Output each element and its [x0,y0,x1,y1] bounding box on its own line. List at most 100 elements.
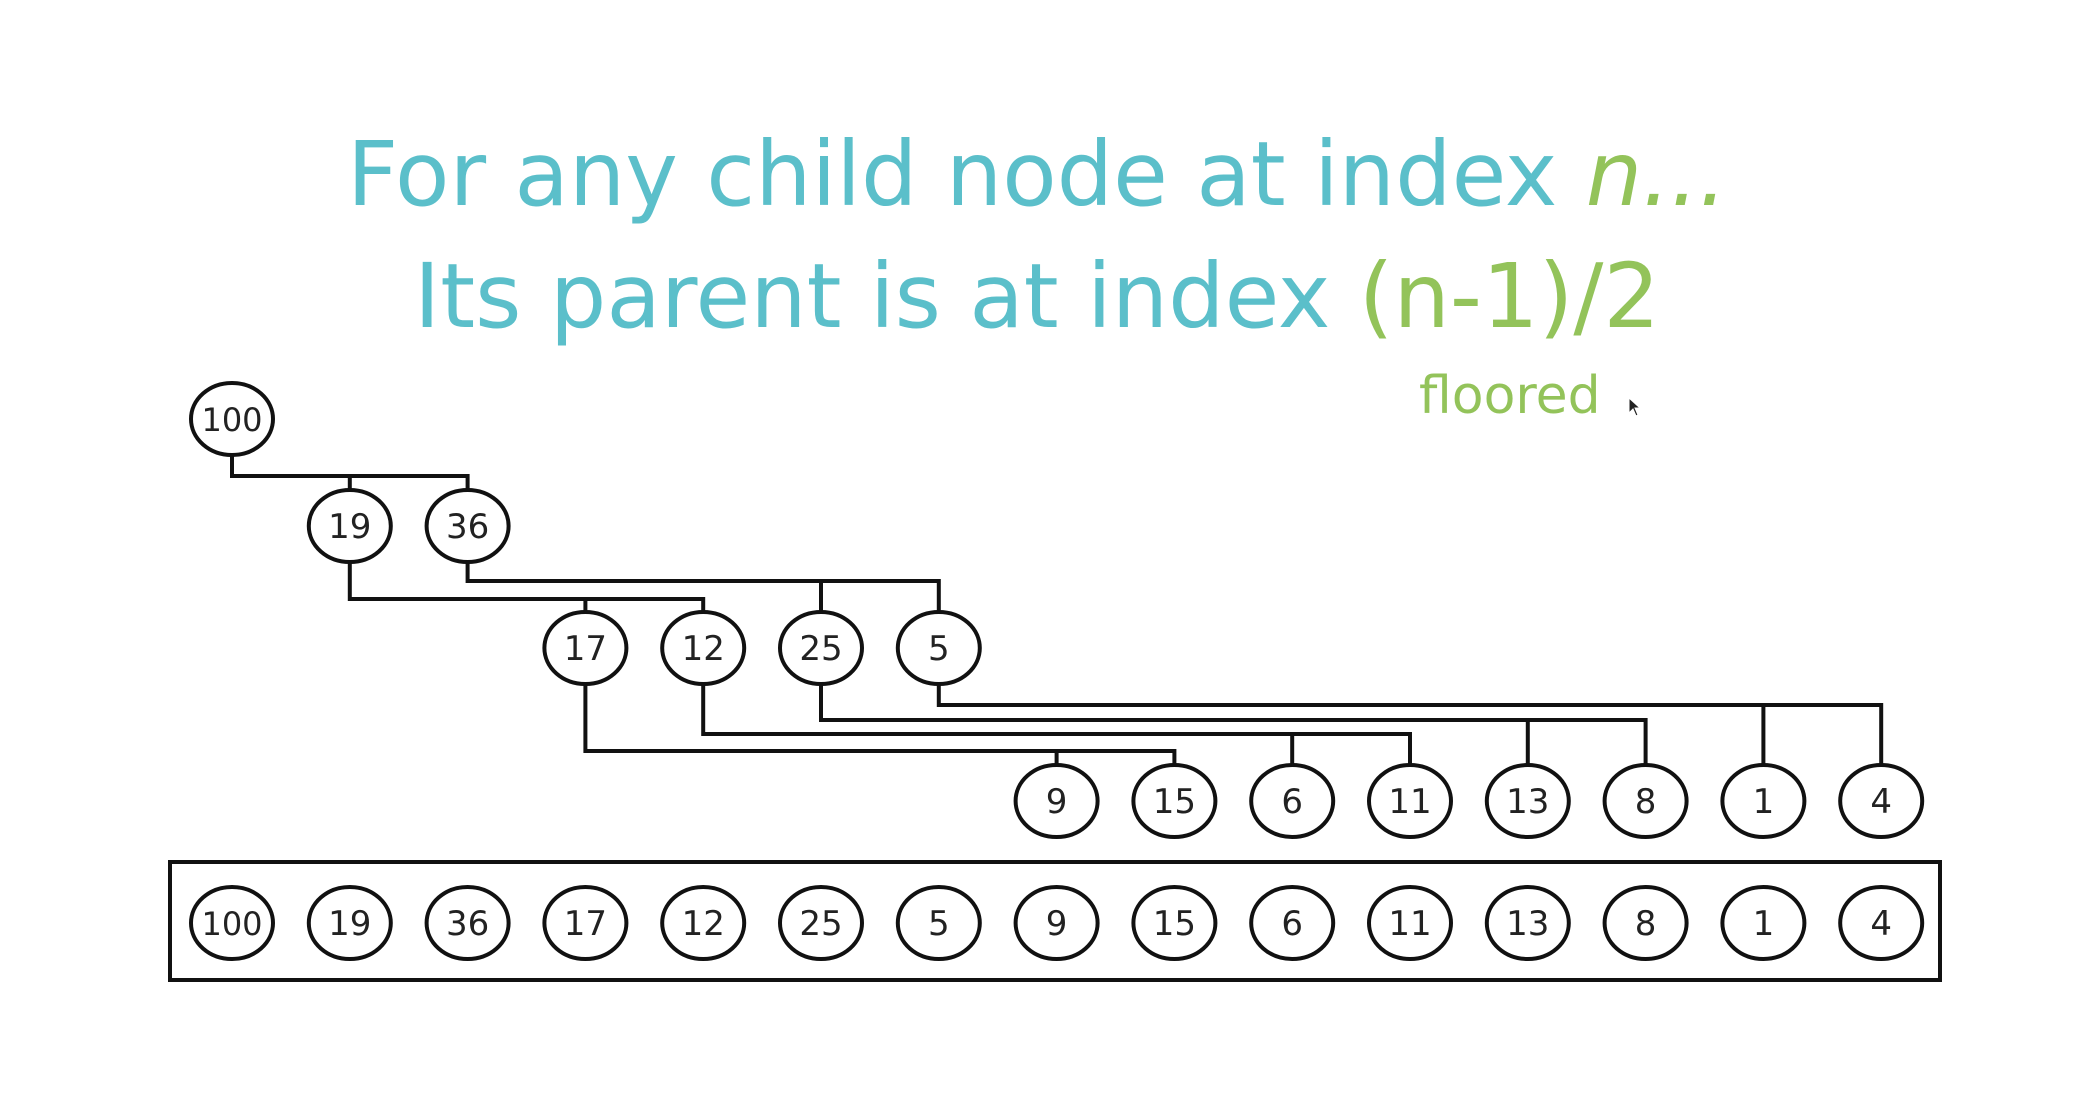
array-cell-circle [1249,885,1336,961]
heap-node-label: 12 [682,629,725,669]
array-cell: 100 [189,885,275,961]
heap-node: 19 [306,488,393,564]
heap-node-circle [1013,763,1100,839]
array-cell-label: 6 [1281,904,1303,944]
heap-edge [583,684,1177,765]
array-cell: 11 [1367,885,1453,961]
heading-line-2-text: Its parent is at index [414,244,1359,348]
heap-node-circle [660,610,747,686]
array-cell-label: 5 [928,904,950,944]
heap-node-label: 19 [328,507,371,547]
heading-line-1: For any child node at index n... [0,130,2074,219]
array-cell-label: 11 [1388,904,1431,944]
array-cell-circle [424,885,511,961]
heap-node: 17 [542,610,629,686]
array-cell: 13 [1484,885,1571,961]
mouse-pointer-icon [1628,397,1642,417]
array-cell: 6 [1249,885,1336,961]
heap-node-label: 11 [1388,782,1431,822]
heap-node: 1 [1720,763,1807,839]
heap-nodes: 100 19 36 17 12 25 5 9 15 6 11 13 8 1 4 [189,381,1925,839]
heap-node-circle [1249,763,1336,839]
heap-node: 11 [1367,763,1453,839]
heap-node: 36 [424,488,511,564]
array-cell-label: 25 [799,904,842,944]
parent-index-formula: (n-1)/2 [1358,244,1660,348]
heap-node-circle [1720,763,1807,839]
heap-node-circle [189,381,275,457]
heap-node-label: 25 [799,629,842,669]
array-cell-circle [542,885,629,961]
floored-note: floored [1419,366,1601,426]
array-cell-label: 17 [564,904,607,944]
array-container [168,860,1942,982]
heap-edge [819,684,1648,765]
heap-node-label: 100 [201,401,262,439]
array-cell-circle [306,885,393,961]
array-cell-circle [1838,885,1925,961]
heap-node: 8 [1602,763,1689,839]
heap-node-circle [306,488,393,564]
heading-line-2: Its parent is at index (n-1)/2 [0,252,2074,341]
heap-node-circle [1131,763,1218,839]
heap-edge [347,562,706,612]
heap-node-label: 1 [1753,782,1775,822]
array-cell-circle [1602,885,1689,961]
heap-node: 15 [1131,763,1218,839]
heap-node: 12 [660,610,747,686]
array-cell: 4 [1838,885,1925,961]
heap-edges [230,455,1884,765]
heap-node-circle [424,488,511,564]
array-cell-circle [1484,885,1571,961]
array-cell-label: 12 [682,904,725,944]
array-cell-circle [1013,885,1100,961]
heap-node: 25 [778,610,864,686]
array-cell: 19 [306,885,393,961]
heap-node-label: 9 [1046,782,1068,822]
heap-edge [465,562,941,612]
array-cell-label: 1 [1753,904,1775,944]
array-cell-circle [895,885,982,961]
heap-node-circle [1367,763,1453,839]
array-cell-label: 36 [446,904,489,944]
heap-node: 6 [1249,763,1336,839]
heap-node-circle [1484,763,1571,839]
heap-node-label: 15 [1153,782,1196,822]
heap-node-circle [1602,763,1689,839]
heap-node: 5 [895,610,982,686]
heap-node-label: 4 [1870,782,1892,822]
array-cell: 5 [895,885,982,961]
heap-node-label: 13 [1506,782,1549,822]
array-cell-label: 9 [1046,904,1068,944]
heap-edge [701,684,1412,765]
heap-node-label: 5 [928,629,950,669]
heap-edge [936,684,1884,765]
array-cell-label: 8 [1635,904,1657,944]
heap-node-circle [778,610,864,686]
array-cell: 36 [424,885,511,961]
heading-line-1-text: For any child node at index [346,122,1586,226]
heap-node-label: 17 [564,629,607,669]
array-cell-circle [778,885,864,961]
array-cell-label: 13 [1506,904,1549,944]
heap-node-circle [1838,763,1925,839]
array-cell: 12 [660,885,747,961]
array-cell-circle [1720,885,1807,961]
array-cell-label: 100 [201,905,262,943]
array-cell-label: 19 [328,904,371,944]
heap-node: 4 [1838,763,1925,839]
array-cell-circle [1131,885,1218,961]
array-cell: 25 [778,885,864,961]
heap-node-circle [895,610,982,686]
heap-node-label: 36 [446,507,489,547]
heap-node: 9 [1013,763,1100,839]
array-cell-label: 15 [1153,904,1196,944]
array-cell: 15 [1131,885,1218,961]
heap-node: 100 [189,381,275,457]
array-cell: 8 [1602,885,1689,961]
array-cell-circle [189,885,275,961]
heap-node-circle [542,610,629,686]
heap-node-label: 8 [1635,782,1657,822]
array-cell: 9 [1013,885,1100,961]
